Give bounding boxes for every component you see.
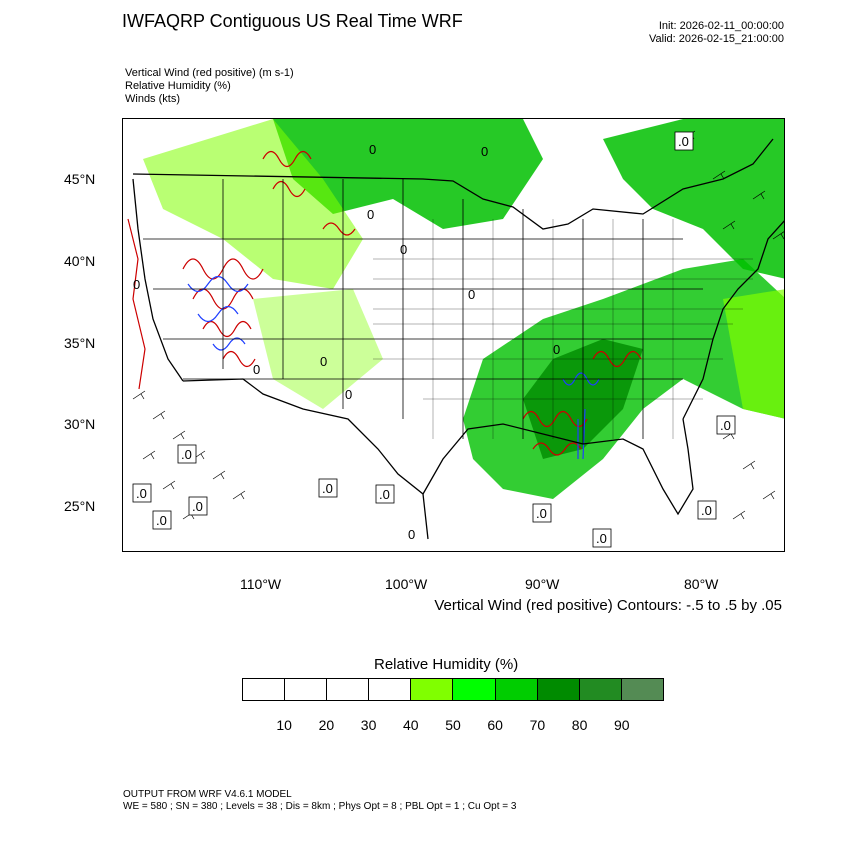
lon-label-100w: 100°W: [385, 576, 428, 592]
contour-box: [532, 503, 552, 523]
rh-area-northwest: [143, 119, 363, 289]
colorbar-cell: [621, 679, 663, 700]
colorbar-tick-label: 80: [571, 717, 588, 733]
contour-label: 0: [367, 207, 374, 222]
coastline-atlantic: [682, 220, 784, 420]
contour-box-label: .0: [156, 513, 167, 528]
rh-area-northern-plains: [273, 119, 543, 229]
us-canada-border: [132, 138, 774, 230]
updraft-contour-gulf: [522, 350, 642, 456]
contour-box: [177, 444, 197, 464]
contour-box-label: .0: [701, 503, 712, 518]
colorbar-cell: [495, 679, 538, 700]
lat-label-45n: 45°N: [64, 171, 96, 187]
updraft-contour-west-coast: [127, 218, 146, 390]
colorbar-tick-label: 60: [487, 717, 503, 733]
contour-box-label: .0: [322, 481, 333, 496]
contour-box-label: .0: [536, 506, 547, 521]
lat-label-35n: 35°N: [64, 335, 96, 351]
contour-label: 0: [400, 242, 407, 257]
colorbar-cell: [369, 679, 412, 700]
colorbar-cell: [411, 679, 454, 700]
contour-label: 0: [253, 362, 260, 377]
contour-box-text: .0 .0 .0 .0 .0 .0 .0 .0 .0 .0 .0: [136, 134, 731, 546]
contour-box: [375, 484, 395, 504]
contour-box-label: .0: [136, 486, 147, 501]
lat-label-30n: 30°N: [64, 416, 96, 432]
lat-label-25n: 25°N: [64, 498, 96, 514]
contour-label: 0: [468, 287, 475, 302]
contour-box: [674, 131, 694, 151]
contour-label: 0: [133, 277, 140, 292]
rh-colorbar: [242, 678, 664, 701]
field-vertical-wind: Vertical Wind (red positive) (m s-1): [125, 67, 294, 79]
colorbar-cell: [579, 679, 622, 700]
political-boundaries: [132, 138, 784, 540]
contour-box: [697, 500, 717, 520]
contour-label: 0: [320, 354, 327, 369]
colorbar-cell: [243, 679, 286, 700]
downdraft-contour-gulf: [562, 372, 600, 460]
colorbar-tick-label: 40: [403, 717, 419, 733]
contour-box: [318, 478, 338, 498]
chart-title: IWFAQRP Contiguous US Real Time WRF: [122, 11, 463, 31]
lon-label-80w: 80°W: [684, 576, 719, 592]
init-time: Init: 2026-02-11_00:00:00: [658, 20, 784, 32]
contour-box-label: .0: [181, 447, 192, 462]
contour-label: 0: [408, 527, 415, 542]
lat-label-40n: 40°N: [64, 253, 96, 269]
field-winds: Winds (kts): [125, 93, 180, 105]
contour-label: 0: [481, 144, 488, 159]
contour-box-label: .0: [192, 499, 203, 514]
colorbar-cell: [453, 679, 496, 700]
lon-label-90w: 90°W: [525, 576, 560, 592]
map-canvas: 0 0 0 0 0 0 0 0 0 0 0 0 .0: [127, 119, 784, 548]
valid-time: Valid: 2026-02-15_21:00:00: [649, 33, 784, 45]
colorbar-cell: [327, 679, 370, 700]
colorbar-tick-label: 70: [529, 717, 546, 733]
contour-label: 0: [553, 342, 560, 357]
rh-area-east-coast: [723, 289, 784, 419]
contour-box-labels: [132, 131, 736, 548]
contour-label: 0: [369, 142, 376, 157]
contour-box-label: .0: [379, 487, 390, 502]
county-lines: [373, 219, 753, 439]
colorbar-tick-label: 90: [614, 717, 630, 733]
colorbar-tick-label: 50: [445, 717, 461, 733]
model-config: WE = 580 ; SN = 380 ; Levels = 38 ; Dis …: [123, 801, 517, 812]
weather-map: 0 0 0 0 0 0 0 0 0 0 0 0 .0: [122, 118, 785, 552]
us-mexico-border: [182, 378, 429, 540]
colorbar-cell: [537, 679, 580, 700]
contour-info: Vertical Wind (red positive) Contours: -…: [434, 597, 782, 614]
contour-box: [132, 483, 152, 503]
coastline-gulf: [422, 418, 694, 516]
colorbar-title: Relative Humidity (%): [374, 656, 519, 673]
contour-box: [592, 528, 612, 548]
contour-box: [716, 415, 736, 435]
colorbar-tick-label: 10: [276, 717, 292, 733]
contour-label: 0: [345, 387, 352, 402]
field-relative-humidity: Relative Humidity (%): [125, 80, 231, 92]
contour-box: [152, 510, 172, 530]
rh-area-southwest: [253, 289, 383, 409]
colorbar-tick-label: 20: [318, 717, 335, 733]
coastline-pacific: [132, 178, 184, 382]
contour-box: [188, 496, 208, 516]
updraft-contour-rockies: [262, 150, 356, 236]
rh-area-northeast: [603, 119, 784, 279]
contour-box-label: .0: [596, 531, 607, 546]
colorbar-tick-label: 30: [360, 717, 377, 733]
lon-label-110w: 110°W: [240, 576, 282, 592]
contour-box-label: .0: [678, 134, 689, 149]
colorbar-cell: [285, 679, 328, 700]
model-info: OUTPUT FROM WRF V4.6.1 MODEL: [123, 789, 292, 800]
contour-box-label: .0: [720, 418, 731, 433]
